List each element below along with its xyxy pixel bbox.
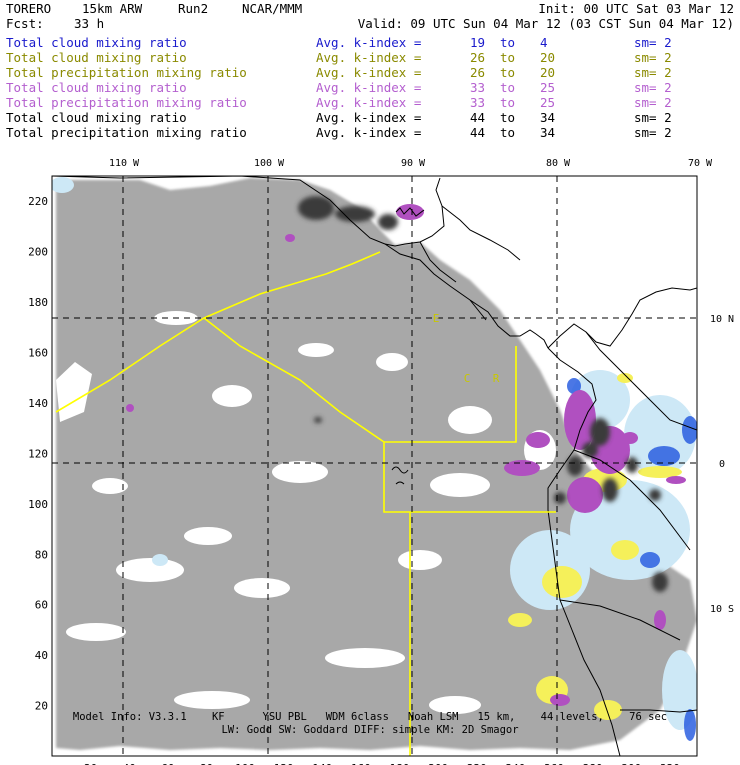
- k-index-to: to: [500, 95, 516, 110]
- smoothing-label: sm= 2: [634, 50, 672, 65]
- field-row: Total cloud mixing ratio Avg. k-index = 44…: [6, 110, 736, 125]
- k-index-max: 34: [540, 125, 556, 140]
- fcst-label: Fcst:: [6, 16, 44, 31]
- field-row: Total precipitation mixing ratio Avg. k-i…: [6, 125, 736, 140]
- region-letter: E: [433, 312, 440, 325]
- k-index-max: 34: [540, 110, 556, 125]
- lon-label: 90 W: [401, 158, 426, 169]
- k-index-to: to: [500, 80, 516, 95]
- y-tick: 80: [35, 548, 48, 561]
- fcst-value: 33 h: [74, 16, 105, 31]
- y-tick: 100: [28, 498, 48, 511]
- field-name: Total cloud mixing ratio: [6, 80, 187, 95]
- smoothing-label: sm= 2: [634, 95, 672, 110]
- lat-lon-grid: [52, 176, 697, 756]
- model-info-line1: Model Info: V3.3.1 KF YSU PBL WDM 6class…: [72, 711, 668, 723]
- field-row: Total cloud mixing ratio Avg. k-index = 26…: [6, 50, 736, 65]
- k-index-to: to: [500, 125, 516, 140]
- y-tick: 200: [28, 246, 48, 259]
- k-index-max: 25: [540, 95, 556, 110]
- k-index-max: 4: [540, 35, 548, 50]
- run-label: Run2: [178, 1, 209, 16]
- lon-label: 110 W: [109, 158, 140, 169]
- field-name: Total cloud mixing ratio: [6, 35, 187, 50]
- map-plot-area: [52, 176, 697, 756]
- lon-label: 70 W: [688, 158, 713, 169]
- org-label: NCAR/MMM: [242, 1, 303, 16]
- forecast-map: E C R 110 W 100 W 90 W 80 W 70 W 10 N 0 10 S 220…: [28, 158, 734, 765]
- k-index-min: 44: [470, 125, 486, 140]
- model-name: TORERO: [6, 1, 52, 16]
- field-row: Total cloud mixing ratio Avg. k-index = 19…: [6, 35, 736, 50]
- k-index-to: to: [500, 35, 516, 50]
- lon-label: 100 W: [254, 158, 285, 169]
- field-name: Total cloud mixing ratio: [6, 50, 187, 65]
- k-index-max: 20: [540, 65, 556, 80]
- y-tick: 20: [35, 700, 48, 713]
- y-tick: 180: [28, 296, 48, 309]
- k-index-min: 33: [470, 80, 486, 95]
- blue-cloud: [567, 378, 697, 741]
- region-boundaries: [55, 251, 556, 756]
- lon-label: 80 W: [546, 158, 571, 169]
- k-index-label: Avg. k-index =: [316, 65, 422, 80]
- smoothing-label: sm= 2: [634, 35, 672, 50]
- k-index-to: to: [500, 50, 516, 65]
- field-row: Total precipitation mixing ratio Avg. k-i…: [6, 65, 736, 80]
- k-index-label: Avg. k-index =: [316, 80, 422, 95]
- model-info-line2: LW: Godd SW: Goddard DIFF: simple KM: 2D…: [221, 724, 519, 736]
- region-letter: R: [493, 372, 500, 385]
- k-index-min: 19: [470, 35, 486, 50]
- k-index-max: 25: [540, 80, 556, 95]
- y-tick: 160: [28, 347, 48, 360]
- k-index-label: Avg. k-index =: [316, 95, 422, 110]
- lat-labels: 10 N 0 10 S: [710, 314, 734, 615]
- model-resolution: 15km ARW: [82, 1, 143, 16]
- k-index-to: to: [500, 110, 516, 125]
- y-tick: 220: [28, 195, 48, 208]
- k-index-min: 26: [470, 65, 486, 80]
- yellow-cloud: [508, 373, 682, 720]
- y-tick: 140: [28, 397, 48, 410]
- k-index-label: Avg. k-index =: [316, 125, 422, 140]
- k-index-min: 33: [470, 95, 486, 110]
- k-index-label: Avg. k-index =: [316, 110, 422, 125]
- valid-time: Valid: 09 UTC Sun 04 Mar 12 (03 CST Sun …: [357, 16, 734, 31]
- smoothing-label: sm= 2: [634, 80, 672, 95]
- k-index-label: Avg. k-index =: [316, 50, 422, 65]
- y-tick: 120: [28, 447, 48, 460]
- lat-label: 10 S: [710, 604, 734, 615]
- y-axis-ticks: 220 200 180 160 140 120 100 80 60 40 20: [28, 195, 48, 712]
- smoothing-label: sm= 2: [634, 110, 672, 125]
- init-time: Init: 00 UTC Sat 03 Mar 12: [538, 1, 734, 16]
- field-row: Total cloud mixing ratio Avg. k-index = 33…: [6, 80, 736, 95]
- lat-label: 0: [719, 459, 725, 470]
- k-index-max: 20: [540, 50, 556, 65]
- k-index-to: to: [500, 65, 516, 80]
- k-index-min: 44: [470, 110, 486, 125]
- field-row: Total precipitation mixing ratio Avg. k-i…: [6, 95, 736, 110]
- region-letters: E C R: [433, 312, 500, 385]
- lat-label: 10 N: [710, 314, 734, 325]
- region-letter: C: [464, 372, 471, 385]
- smoothing-label: sm= 2: [634, 125, 672, 140]
- dark-cloud-cores: [298, 196, 668, 592]
- k-index-label: Avg. k-index =: [316, 35, 422, 50]
- k-index-min: 26: [470, 50, 486, 65]
- field-name: Total precipitation mixing ratio: [6, 95, 247, 110]
- field-name: Total precipitation mixing ratio: [6, 65, 247, 80]
- lon-labels: 110 W 100 W 90 W 80 W 70 W: [109, 158, 713, 169]
- field-name: Total cloud mixing ratio: [6, 110, 187, 125]
- y-tick: 40: [35, 649, 48, 662]
- coastlines: [52, 176, 697, 756]
- field-name: Total precipitation mixing ratio: [6, 125, 247, 140]
- y-tick: 60: [35, 599, 48, 612]
- clear-sky-gaps: [56, 190, 694, 714]
- smoothing-label: sm= 2: [634, 65, 672, 80]
